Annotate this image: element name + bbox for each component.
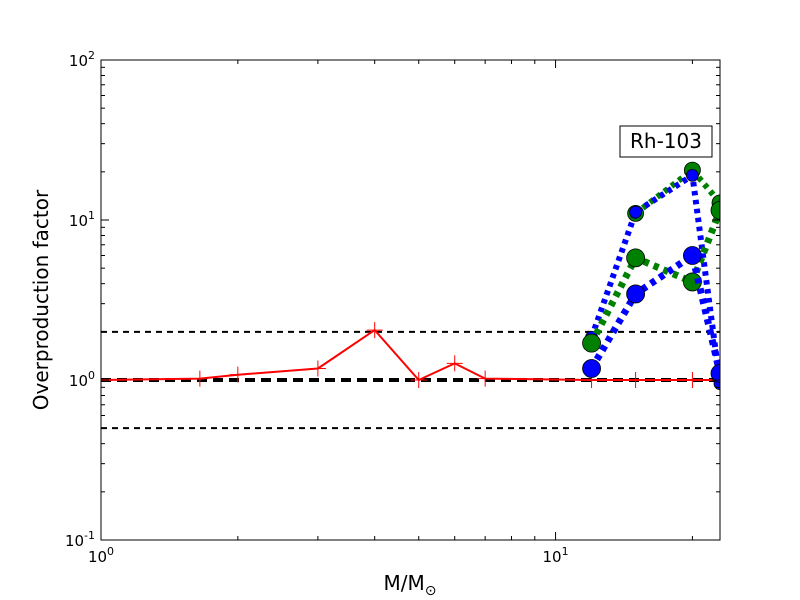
- series-line: [101, 329, 720, 381]
- series: [582, 246, 720, 383]
- data-point: [582, 333, 601, 353]
- data-point: [683, 246, 702, 265]
- y-tick-label: 101: [69, 209, 95, 230]
- x-axis-title-main: M/M: [384, 571, 425, 595]
- x-tick-label: 101: [543, 545, 569, 566]
- data-point: [629, 205, 643, 219]
- x-tick-label: 100: [88, 545, 114, 566]
- series-layer: [101, 161, 720, 390]
- data-point: [582, 359, 601, 378]
- plot-frame: [100, 59, 721, 541]
- y-tick-label: 100: [69, 369, 95, 390]
- y-tick-label: 10-1: [65, 529, 95, 550]
- data-point: [710, 200, 720, 220]
- annotation-frame: [619, 125, 713, 158]
- series-line: [588, 172, 720, 384]
- data-point: [710, 363, 720, 383]
- annotation-label: Rh-103: [630, 129, 702, 153]
- x-axis-title-subscript: ⊙: [425, 583, 437, 599]
- y-tick-label: 102: [69, 49, 95, 70]
- data-point: [626, 284, 646, 304]
- series: [101, 322, 720, 388]
- series-line: [633, 167, 720, 216]
- series-line: [588, 209, 720, 345]
- y-axis-title: Overproduction factor: [29, 189, 53, 410]
- series-line: [588, 252, 720, 375]
- plot-area: [101, 60, 720, 540]
- data-point: [626, 248, 646, 268]
- series: [582, 200, 720, 353]
- x-axis-title: M/M⊙: [384, 571, 437, 599]
- annotation-box: Rh-103: [619, 125, 713, 158]
- data-point: [686, 168, 699, 182]
